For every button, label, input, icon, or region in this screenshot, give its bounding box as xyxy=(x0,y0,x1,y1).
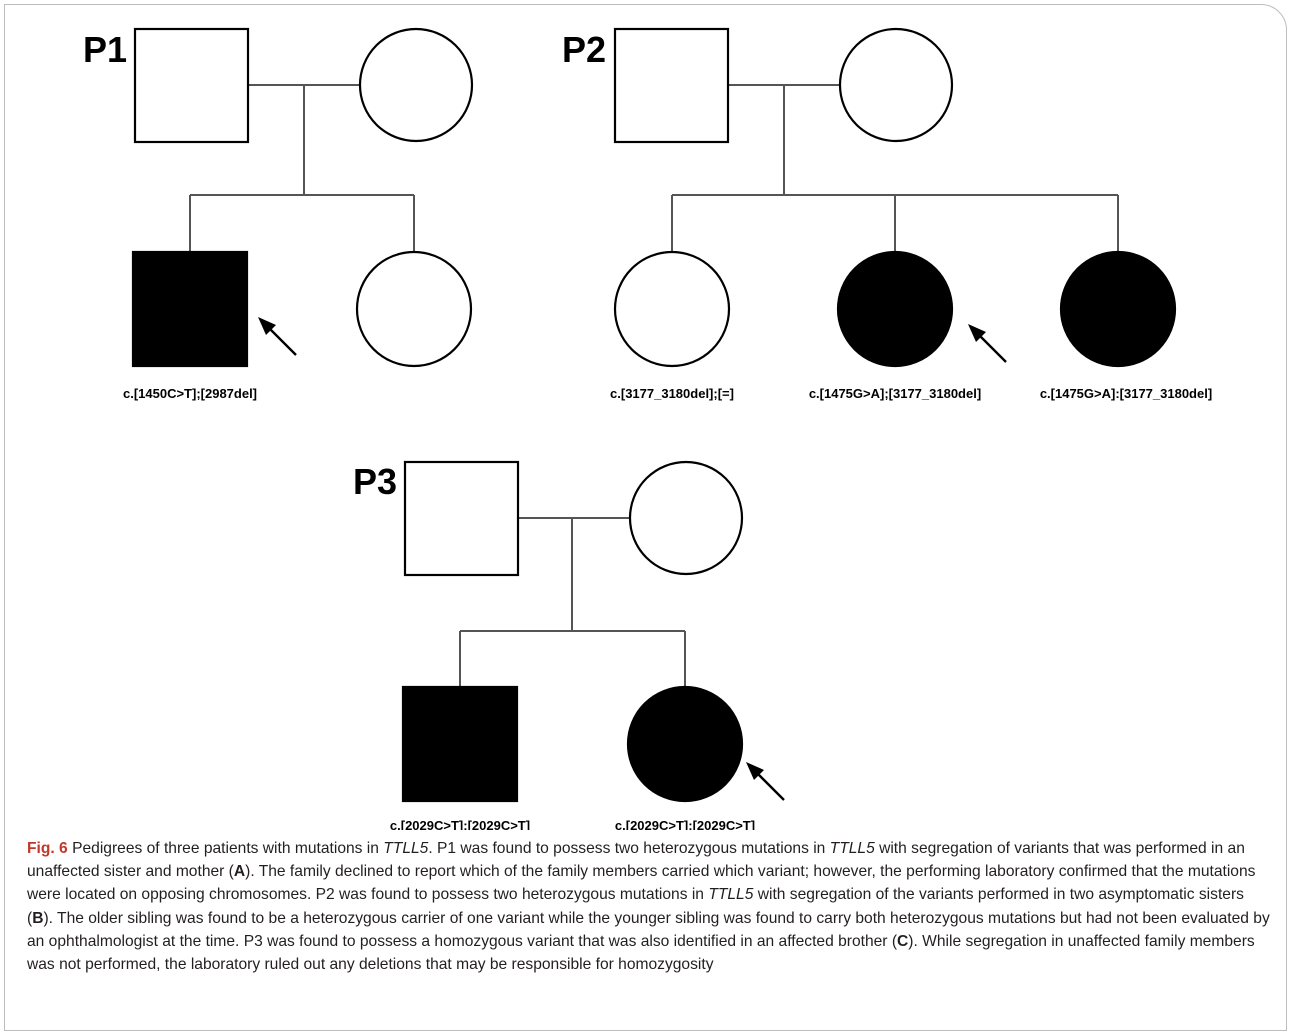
p3-label: P3 xyxy=(353,461,397,502)
p3-brother-symbol xyxy=(401,685,519,803)
figure-caption: Fig. 6 Pedigrees of three patients with … xyxy=(27,837,1272,976)
caption-text: with segregation of variants that was pe… xyxy=(27,840,1245,881)
p1-mother-symbol xyxy=(358,27,474,143)
p1-proband-symbol xyxy=(131,250,249,368)
p3-child2-genotype: c.[2029C>T];[2029C>T] xyxy=(615,818,755,830)
gene-name: TTLL5 xyxy=(708,886,754,904)
p2-child3-genotype: c.[1475G>A]:[3177_3180del] xyxy=(1040,386,1212,401)
panel-ref: C xyxy=(897,932,909,950)
p3-proband-symbol xyxy=(626,685,744,803)
p1-proband-arrow xyxy=(258,317,297,356)
caption-text: ). The older sibling was found to be a h… xyxy=(27,909,1270,950)
panel-ref: A xyxy=(233,863,246,881)
p3-father-symbol xyxy=(403,460,520,577)
p3-proband-arrow xyxy=(746,762,785,801)
p2-father-symbol xyxy=(613,27,730,144)
caption-text: ). While segregation in unaffected famil… xyxy=(27,932,1255,974)
p3-child1-genotype: c.[2029C>T];[2029C>T] xyxy=(390,818,530,830)
p2-label: P2 xyxy=(562,29,606,70)
gene-name: TTLL5 xyxy=(383,840,429,857)
p1-label: P1 xyxy=(83,29,127,70)
p2-mother-symbol xyxy=(838,27,954,143)
caption-label: Fig. 6 xyxy=(27,840,68,857)
caption-text: Pedigrees of three patients with mutatio… xyxy=(72,840,384,857)
p2-sister-younger-symbol xyxy=(1059,250,1177,368)
pedigree-figure: P1 P2 P3 c.[1450C>T];[2987del] c.[3177_3… xyxy=(83,27,1212,830)
caption-text: with segregation of the variants perform… xyxy=(27,886,1244,927)
p1-father-symbol xyxy=(133,27,250,144)
p2-proband-arrow xyxy=(968,324,1007,363)
gene-name: TTLL5 xyxy=(829,840,875,857)
p2-proband-symbol xyxy=(836,250,954,368)
p1-child1-genotype: c.[1450C>T];[2987del] xyxy=(123,386,257,401)
figure-frame xyxy=(4,4,1287,1031)
panel-ref: B xyxy=(32,909,44,927)
p2-child1-genotype: c.[3177_3180del];[=] xyxy=(610,386,734,401)
caption-text: . P1 was found to possess two heterozygo… xyxy=(428,840,830,857)
p3-mother-symbol xyxy=(628,460,744,576)
p2-sister-older-symbol xyxy=(613,250,731,368)
caption-text: ). The family declined to report which o… xyxy=(27,863,1256,904)
p2-child2-genotype: c.[1475G>A];[3177_3180del] xyxy=(809,386,981,401)
p1-sister-symbol xyxy=(355,250,473,368)
